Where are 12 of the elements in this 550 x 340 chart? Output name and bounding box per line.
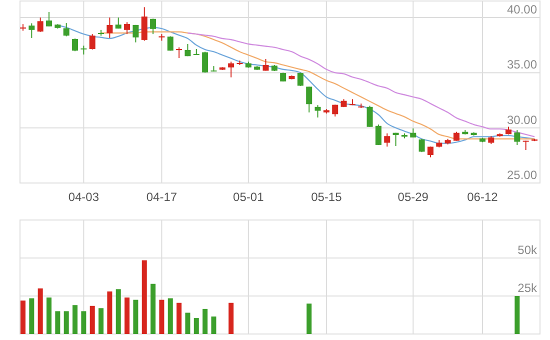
y-tick-label: 25k (518, 281, 538, 295)
x-tick-label: 05-01 (233, 190, 264, 204)
y-tick-label: 25.00 (506, 168, 538, 182)
x-tick-label: 04-17 (146, 190, 178, 204)
x-tick-label: 06-12 (467, 190, 498, 204)
x-tick-label: 05-29 (398, 190, 429, 204)
x-tick-label: 04-03 (68, 190, 100, 204)
x-tick-label: 05-15 (311, 190, 342, 204)
y-tick-label: 50k (518, 243, 538, 257)
y-tick-label: 35.00 (506, 58, 538, 72)
y-tick-label: 30.00 (506, 112, 538, 127)
y-tick-label: 40.00 (506, 2, 538, 17)
